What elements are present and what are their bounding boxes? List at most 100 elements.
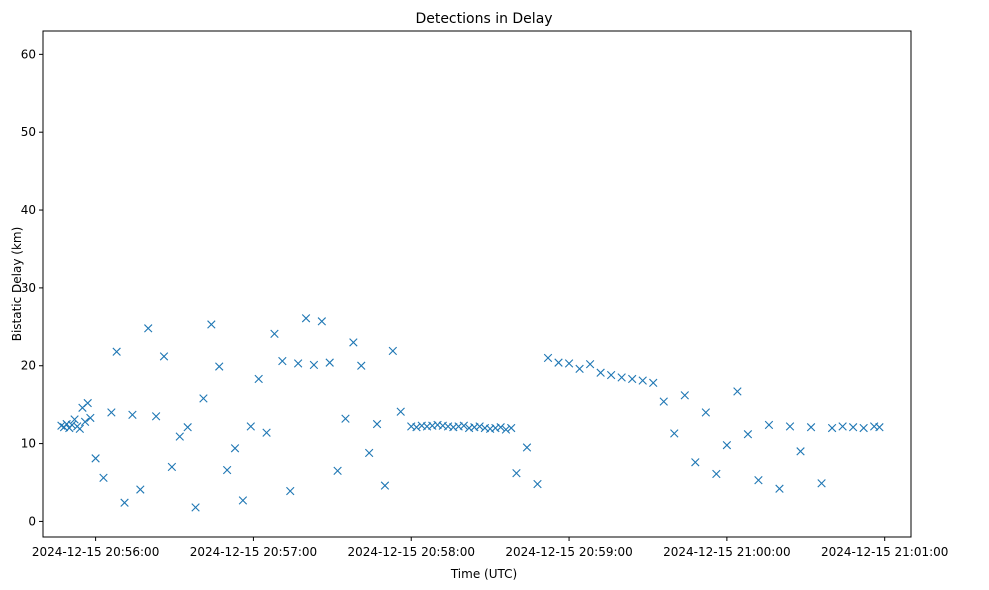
data-point bbox=[412, 423, 421, 432]
data-point bbox=[144, 324, 153, 333]
data-point bbox=[80, 417, 90, 426]
data-point bbox=[70, 415, 79, 424]
data-point bbox=[785, 422, 795, 431]
data-point bbox=[262, 428, 271, 437]
data-point bbox=[638, 376, 647, 385]
data-point bbox=[659, 397, 668, 406]
data-point bbox=[512, 468, 521, 478]
data-point bbox=[349, 338, 358, 347]
data-point bbox=[107, 408, 116, 417]
data-point bbox=[293, 359, 303, 368]
data-point bbox=[554, 358, 563, 367]
x-tick-label: 2024-12-15 20:56:00 bbox=[32, 545, 159, 559]
data-point bbox=[691, 458, 700, 467]
x-tick-label: 2024-12-15 21:01:00 bbox=[821, 545, 948, 559]
data-point bbox=[199, 394, 208, 403]
data-point bbox=[278, 356, 287, 366]
data-point bbox=[733, 387, 742, 396]
data-point bbox=[230, 444, 240, 453]
data-point bbox=[286, 486, 295, 496]
chart-title: Detections in Delay bbox=[415, 11, 552, 27]
plot-area bbox=[57, 314, 884, 512]
data-point bbox=[507, 423, 516, 433]
data-point bbox=[743, 430, 753, 439]
data-point bbox=[606, 370, 616, 380]
data-point bbox=[543, 353, 553, 363]
data-point bbox=[806, 423, 816, 432]
data-point bbox=[112, 347, 121, 356]
data-point bbox=[848, 423, 858, 432]
y-axis: 0 10 20 30 40 50 60 bbox=[21, 47, 43, 528]
data-point bbox=[396, 407, 405, 416]
data-point bbox=[875, 423, 884, 432]
data-point bbox=[764, 420, 774, 430]
data-point bbox=[627, 374, 637, 384]
y-tick-label: 0 bbox=[28, 514, 36, 528]
data-point bbox=[388, 346, 398, 356]
data-point bbox=[617, 373, 626, 382]
data-point bbox=[57, 421, 66, 430]
data-point bbox=[67, 420, 77, 430]
data-point bbox=[380, 481, 390, 490]
data-point bbox=[754, 475, 763, 485]
data-point bbox=[151, 412, 161, 421]
data-point bbox=[722, 440, 732, 450]
axes-frame bbox=[42, 30, 912, 538]
data-point bbox=[246, 422, 255, 431]
data-point bbox=[680, 391, 689, 400]
y-tick-label: 40 bbox=[21, 203, 36, 217]
data-point bbox=[183, 423, 192, 432]
data-point bbox=[270, 329, 279, 339]
data-point bbox=[522, 443, 532, 452]
data-point bbox=[167, 462, 177, 472]
y-tick-label: 10 bbox=[21, 437, 36, 451]
data-point bbox=[712, 469, 721, 479]
data-point bbox=[459, 421, 469, 430]
data-point bbox=[91, 454, 100, 463]
data-point bbox=[596, 368, 605, 377]
data-point bbox=[364, 448, 374, 458]
y-tick-label: 50 bbox=[21, 125, 36, 139]
data-point bbox=[564, 359, 574, 368]
data-point bbox=[827, 423, 837, 433]
data-point bbox=[215, 362, 224, 371]
data-point bbox=[575, 364, 584, 374]
x-tick-label: 2024-12-15 20:58:00 bbox=[348, 545, 475, 559]
data-point bbox=[475, 422, 484, 431]
data-point bbox=[254, 374, 263, 384]
data-point bbox=[585, 359, 595, 369]
data-point bbox=[175, 432, 184, 441]
data-point bbox=[796, 447, 805, 456]
x-tick-label: 2024-12-15 21:00:00 bbox=[663, 545, 790, 559]
x-tick-label: 2024-12-15 20:57:00 bbox=[190, 545, 317, 559]
data-point bbox=[86, 413, 95, 423]
x-tick-label: 2024-12-15 20:59:00 bbox=[505, 545, 632, 559]
data-point bbox=[207, 320, 216, 329]
data-point bbox=[222, 465, 232, 475]
data-point bbox=[372, 419, 382, 429]
data-point bbox=[501, 425, 511, 434]
data-point bbox=[341, 414, 350, 423]
data-point bbox=[859, 423, 868, 433]
data-point bbox=[838, 422, 847, 431]
x-axis: 2024-12-15 20:56:00 2024-12-15 20:57:00 20… bbox=[32, 537, 948, 559]
data-point bbox=[817, 479, 826, 488]
y-tick-label: 20 bbox=[21, 359, 36, 373]
y-tick-label: 30 bbox=[21, 281, 36, 295]
data-point bbox=[496, 423, 505, 432]
data-point bbox=[533, 479, 542, 489]
data-point bbox=[99, 473, 108, 483]
x-axis-label: Time (UTC) bbox=[450, 567, 517, 581]
y-axis-label: Bistatic Delay (km) bbox=[10, 227, 24, 342]
data-point bbox=[357, 361, 366, 370]
data-point bbox=[159, 352, 169, 361]
data-point bbox=[136, 485, 145, 494]
data-point bbox=[701, 408, 711, 417]
data-point bbox=[83, 398, 92, 408]
data-point bbox=[649, 378, 658, 388]
data-point bbox=[128, 410, 137, 419]
data-point bbox=[120, 498, 129, 507]
data-point bbox=[75, 424, 85, 433]
